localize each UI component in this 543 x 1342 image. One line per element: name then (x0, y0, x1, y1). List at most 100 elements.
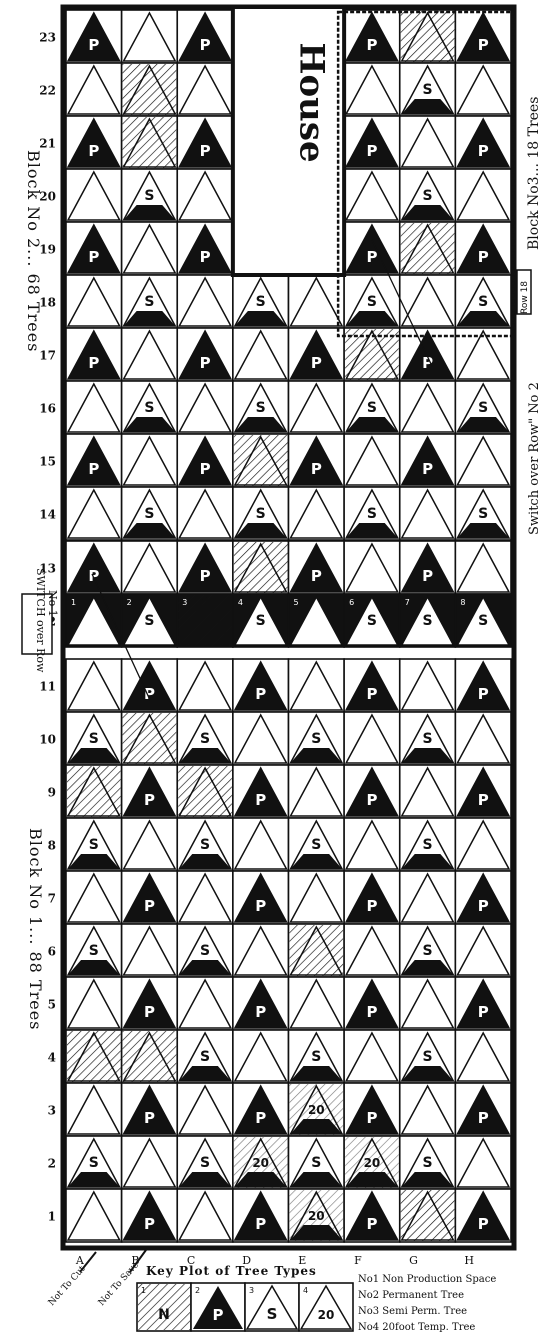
tree-mark-p: P (478, 248, 489, 266)
tree-mark-p: P (478, 897, 489, 915)
row12-position-number: 5 (294, 598, 299, 607)
permanent-tree-triangle (233, 872, 288, 923)
tree-mark-s: S (256, 506, 266, 522)
tree-cell (343, 62, 401, 117)
tree-mark-s: S (423, 1155, 433, 1171)
key-item: P2 (190, 1282, 246, 1332)
permanent-tree-triangle (289, 542, 344, 593)
empty-tree-triangle (344, 925, 400, 976)
tree-base-band (68, 748, 120, 763)
empty-tree-triangle (456, 925, 511, 976)
tree-cell: S7 (398, 593, 457, 648)
switch-arrow-row-1 (91, 573, 151, 701)
tree-cell: P (120, 870, 179, 925)
tree-mark-s: S (311, 1155, 321, 1171)
key-mark: P (213, 1306, 224, 1324)
empty-tree-triangle (289, 872, 344, 923)
tree-cell (65, 1082, 123, 1137)
tree-cell (454, 817, 512, 872)
permanent-tree-triangle (456, 978, 511, 1029)
tree-cell: P (454, 9, 512, 64)
row-label: 21 (39, 137, 56, 151)
tree-base-band (346, 417, 398, 432)
tree-mark-s: S (200, 1155, 210, 1171)
empty-tree-triangle (400, 872, 455, 923)
row-label: 19 (39, 243, 56, 257)
tree-mark-p: P (366, 1003, 377, 1021)
tree-cell: P (120, 764, 179, 819)
block-3-label: Block No3... 18 Trees (526, 97, 542, 250)
semi-perm-tree-triangle (456, 595, 511, 646)
tree-cell (176, 274, 234, 329)
tree-mark-p: P (255, 897, 266, 915)
tree-cell (454, 1135, 512, 1190)
tree-cell: S (65, 711, 123, 766)
empty-tree-triangle (233, 925, 288, 976)
tree-cell: P (287, 327, 345, 382)
tree-mark-p: P (88, 142, 99, 160)
permanent-tree-triangle (456, 1084, 511, 1135)
tree-cell (65, 658, 123, 713)
tree-cell (454, 168, 512, 223)
empty-tree-triangle (400, 1084, 455, 1135)
tree-mark-s: S (423, 613, 433, 629)
tree-cell: P (343, 870, 401, 925)
permanent-tree-triangle (344, 223, 400, 274)
tree-mark-p: P (478, 1109, 489, 1127)
tree-cell (120, 711, 179, 766)
tree-cell (65, 1029, 123, 1084)
non-production-hatch (122, 713, 177, 764)
block-2-label: Block No 2... 68 Trees (24, 150, 43, 352)
tree-cell: P (176, 115, 234, 170)
tree-cell: S (120, 168, 179, 223)
permanent-tree-triangle (177, 223, 233, 274)
tree-mark-s: S (144, 188, 154, 204)
tree-cell: P (65, 433, 123, 488)
permanent-tree-triangle (66, 329, 121, 380)
empty-tree-triangle (66, 660, 121, 711)
empty-tree-triangle (456, 64, 511, 115)
row-18-tag-text: Row 18 (520, 281, 530, 314)
row-label: 22 (39, 84, 56, 98)
tree-mark-s: S (423, 731, 433, 747)
row-label: 18 (39, 296, 56, 310)
tree-cell: P (343, 1082, 401, 1137)
tree-mark-p: P (255, 1215, 266, 1233)
row12-position-number: 2 (127, 598, 132, 607)
permanent-tree-triangle (233, 978, 288, 1029)
tree-mark-s: S (200, 943, 210, 959)
tree-cell: P (120, 658, 179, 713)
permanent-tree-triangle (456, 766, 511, 817)
tree-cell: S (176, 1029, 234, 1084)
tree-cell (398, 1082, 457, 1137)
tree-mark-s: S (144, 506, 154, 522)
permanent-tree-triangle (66, 117, 121, 168)
tree-cell (398, 658, 457, 713)
tree-cell (287, 870, 345, 925)
tree-cell: S (120, 486, 179, 541)
tree-cell: P (232, 1188, 290, 1243)
permanent-tree-triangle (122, 660, 177, 711)
tree-cell (65, 764, 123, 819)
key-item: N1 (136, 1282, 192, 1332)
tree-base-band (234, 417, 287, 432)
tree-cell: P (176, 221, 234, 276)
tree-cell (120, 327, 179, 382)
tree-base-band (179, 1066, 231, 1081)
house-label: House (292, 42, 332, 162)
empty-tree-triangle (177, 1084, 233, 1135)
row-label: 16 (39, 402, 56, 416)
tree-cell (232, 327, 290, 382)
tree-cell: P (454, 870, 512, 925)
empty-tree-triangle (344, 713, 400, 764)
empty-tree-triangle (122, 925, 177, 976)
tree-cell: S (343, 380, 401, 435)
tree-cell (176, 380, 234, 435)
empty-tree-triangle (122, 11, 177, 62)
tree-cell: P (232, 764, 290, 819)
row-12-label-box (21, 593, 53, 655)
tree-base-band (401, 1172, 454, 1187)
tree-cell (398, 115, 457, 170)
tree-base-band (123, 417, 176, 432)
tree-cell: P (232, 1082, 290, 1137)
